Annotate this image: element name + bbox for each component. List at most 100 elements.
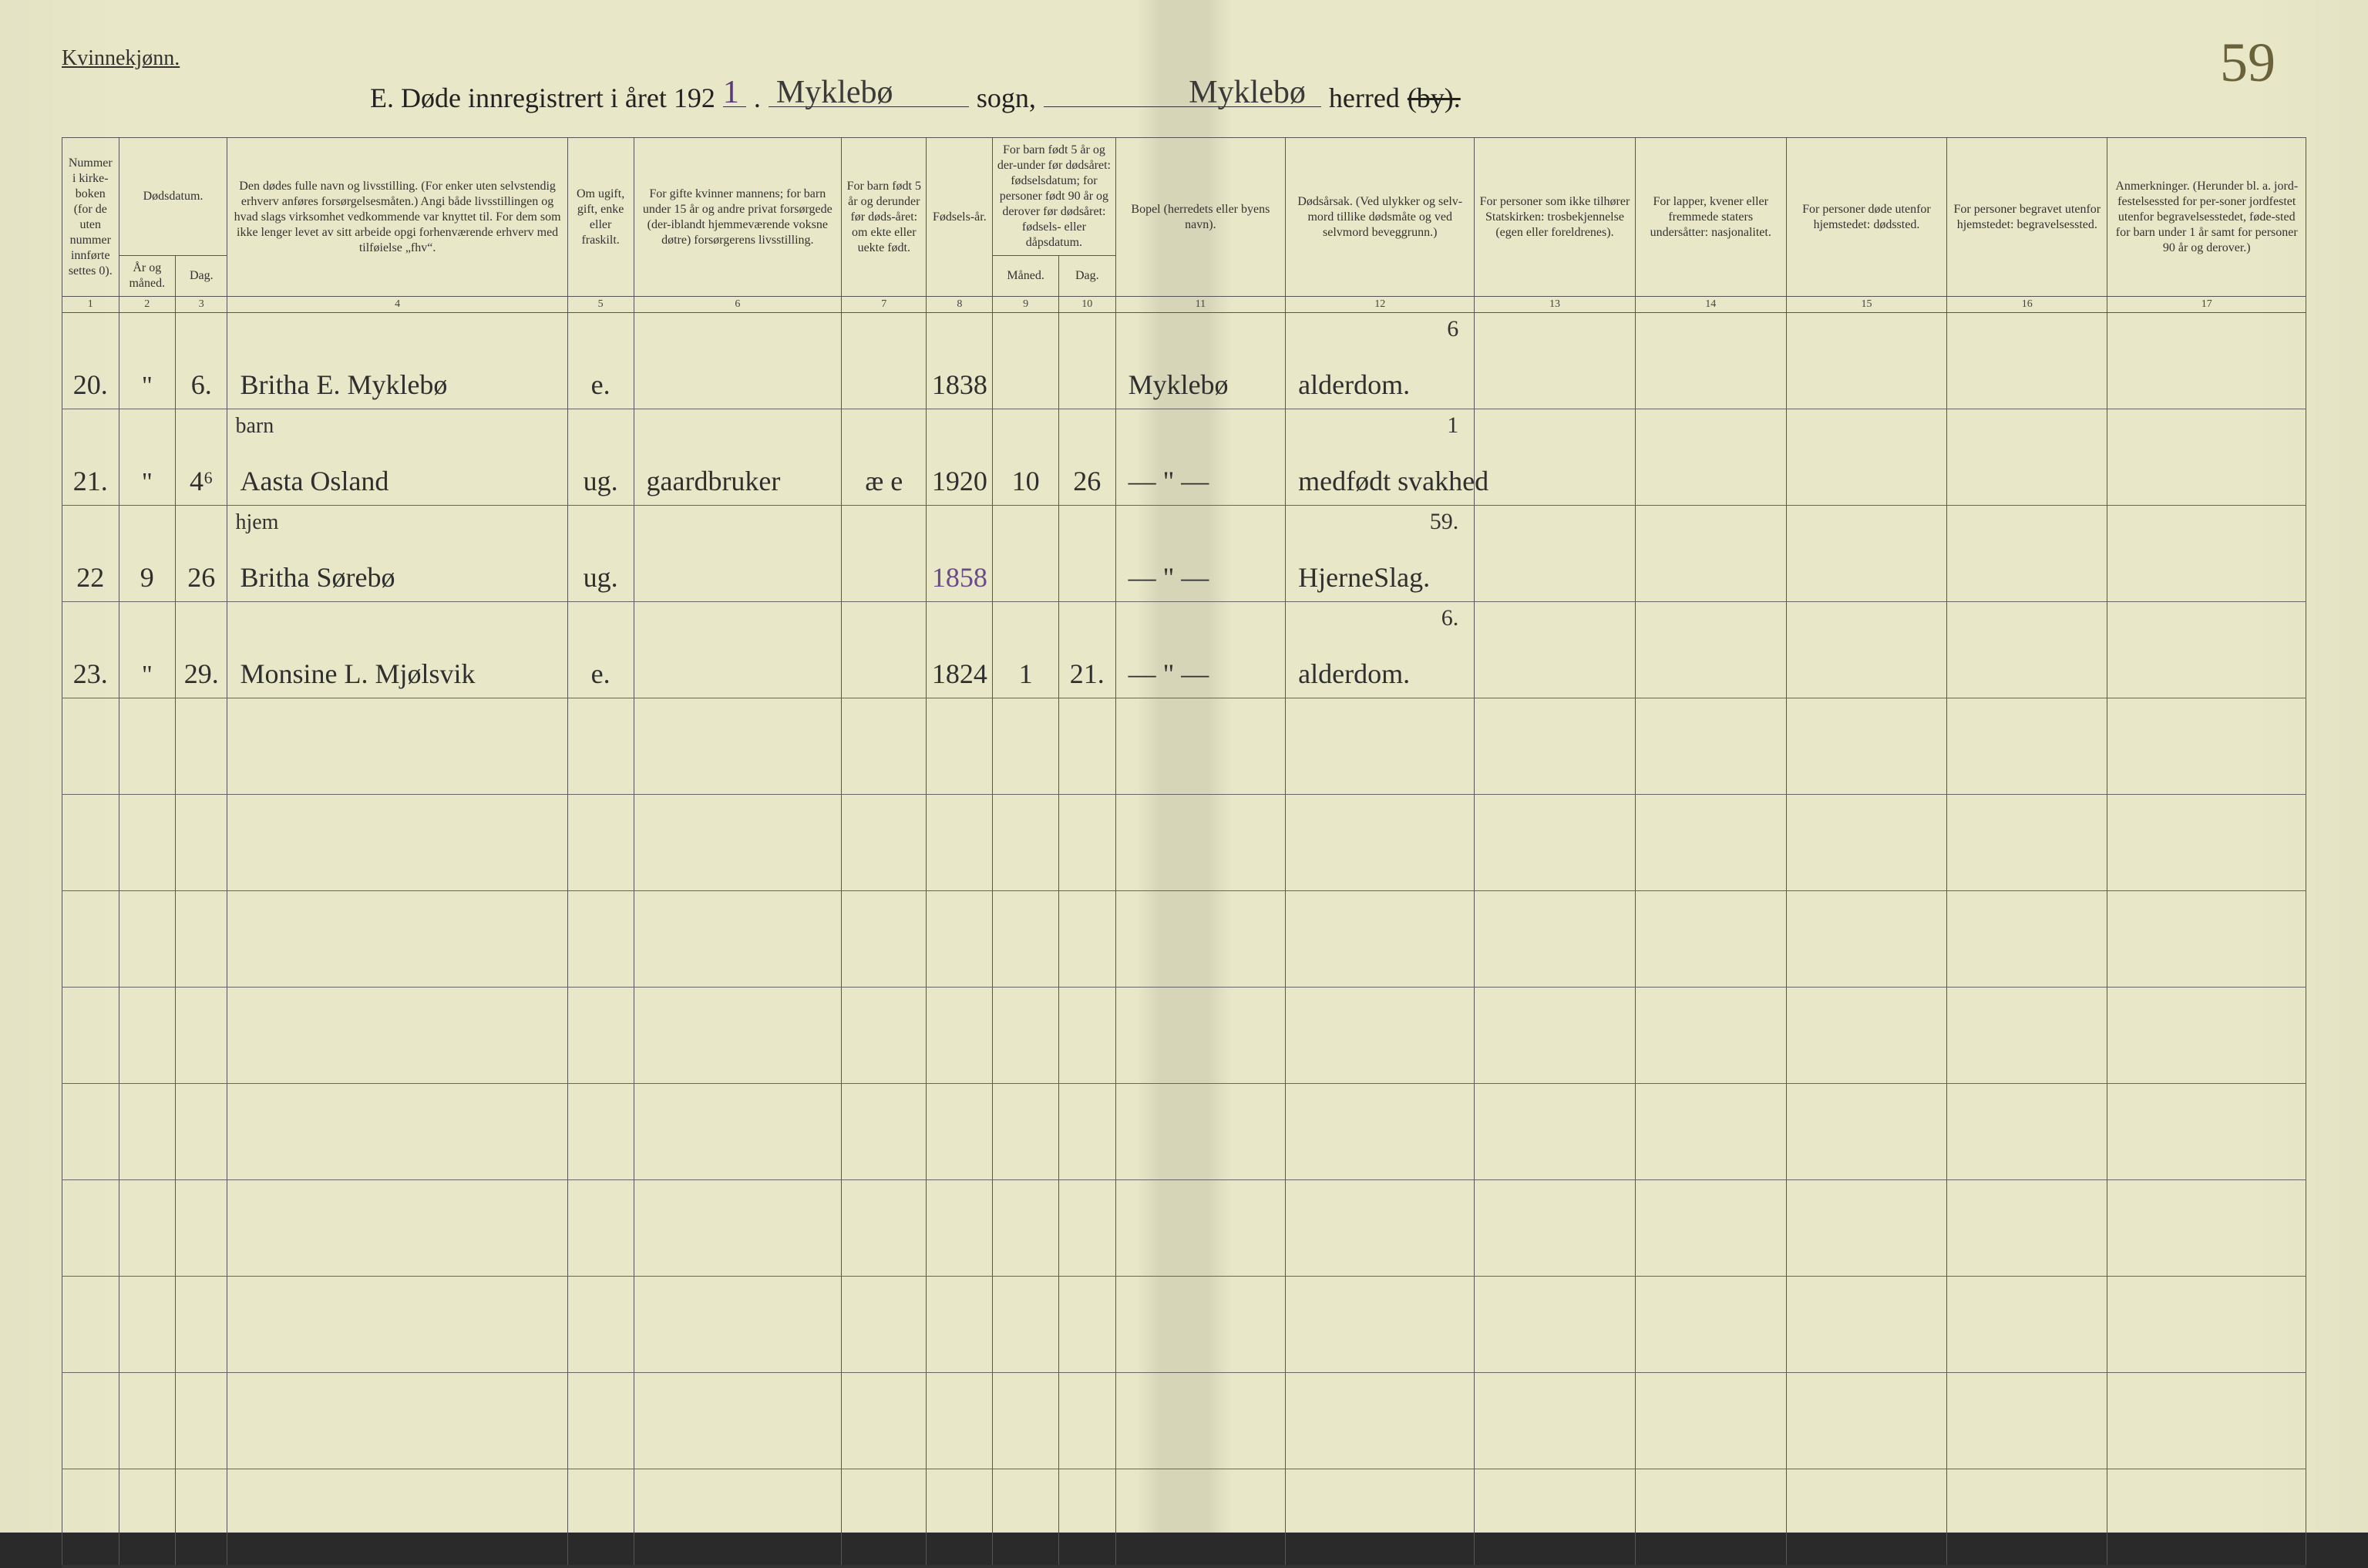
colnum: 10 bbox=[1059, 297, 1116, 313]
cell-empty bbox=[119, 1180, 176, 1277]
col-6-hdr: For gifte kvinner mannens; for barn unde… bbox=[634, 138, 842, 297]
cell-empty bbox=[1947, 891, 2107, 988]
cell-value: alderdom. bbox=[1290, 368, 1469, 401]
cell: — " — bbox=[1115, 409, 1286, 506]
cell: 21. bbox=[62, 409, 119, 506]
cell-empty bbox=[567, 988, 634, 1084]
cell-empty bbox=[119, 1277, 176, 1373]
herred-blank: Myklebø bbox=[1044, 79, 1321, 107]
cell-value: e. bbox=[573, 368, 629, 401]
cell bbox=[2107, 506, 2306, 602]
col-9-hdr: Måned. bbox=[993, 256, 1059, 297]
cell-empty bbox=[227, 1469, 567, 1567]
cell-empty bbox=[1115, 795, 1286, 891]
cell-empty bbox=[1286, 1277, 1475, 1373]
cell bbox=[1475, 602, 1635, 698]
herred-hand: Myklebø bbox=[1189, 74, 1306, 111]
cell-value: 26 bbox=[1064, 465, 1111, 497]
cell-empty bbox=[62, 1084, 119, 1180]
cell: " bbox=[119, 602, 176, 698]
table-row-blank bbox=[62, 1469, 2306, 1567]
cell-empty bbox=[567, 698, 634, 795]
cell-empty bbox=[1286, 795, 1475, 891]
cell: 1838 bbox=[927, 313, 993, 409]
cell bbox=[2107, 602, 2306, 698]
cell-empty bbox=[1286, 1180, 1475, 1277]
cell-empty bbox=[567, 1469, 634, 1567]
col-2-hdr: År og måned. bbox=[119, 256, 176, 297]
cell-empty bbox=[1059, 795, 1116, 891]
colnum: 15 bbox=[1786, 297, 1946, 313]
cell-empty bbox=[993, 988, 1059, 1084]
cell bbox=[1635, 313, 1786, 409]
sogn-hand: Myklebø bbox=[776, 74, 893, 111]
colnum: 11 bbox=[1115, 297, 1286, 313]
cell-empty bbox=[62, 1180, 119, 1277]
col-12-hdr: Dødsårsak. (Ved ulykker og selv-mord til… bbox=[1286, 138, 1475, 297]
cell-value: e. bbox=[573, 658, 629, 690]
colnum: 9 bbox=[993, 297, 1059, 313]
ledger-table: Nummer i kirke-boken (for de uten nummer… bbox=[62, 137, 2306, 1568]
cell: " bbox=[119, 313, 176, 409]
cell-empty bbox=[2107, 988, 2306, 1084]
cell: æ e bbox=[842, 409, 927, 506]
cell-empty bbox=[2107, 1469, 2306, 1567]
cell: — " — bbox=[1115, 506, 1286, 602]
cell-empty bbox=[227, 988, 567, 1084]
cell-value: 29. bbox=[180, 658, 222, 690]
cell-empty bbox=[1786, 1277, 1946, 1373]
cell-empty bbox=[1786, 891, 1946, 988]
cell-empty bbox=[1059, 1469, 1116, 1567]
cell: Britha E. Myklebø bbox=[227, 313, 567, 409]
col-11-hdr: Bopel (herredets eller byens navn). bbox=[1115, 138, 1286, 297]
cell-value: 20. bbox=[67, 368, 114, 401]
cell: 20. bbox=[62, 313, 119, 409]
cell-empty bbox=[176, 795, 227, 891]
cell bbox=[634, 506, 842, 602]
cell-empty bbox=[842, 988, 927, 1084]
cell bbox=[634, 313, 842, 409]
cell-empty bbox=[176, 1084, 227, 1180]
cell bbox=[1475, 409, 1635, 506]
col-5-hdr: Om ugift, gift, enke eller fraskilt. bbox=[567, 138, 634, 297]
cell-value: — " — bbox=[1121, 561, 1281, 594]
cell: 1824 bbox=[927, 602, 993, 698]
title-row: E. Døde innregistrert i året 192 1 . Myk… bbox=[370, 79, 2306, 114]
cell-value: 10 bbox=[997, 465, 1054, 497]
cell: 6. bbox=[176, 313, 227, 409]
cell bbox=[1635, 602, 1786, 698]
cell bbox=[1947, 602, 2107, 698]
cell-empty bbox=[2107, 891, 2306, 988]
cell-empty bbox=[227, 1277, 567, 1373]
cell bbox=[1475, 506, 1635, 602]
cell-empty bbox=[62, 1469, 119, 1567]
cell-value: ug. bbox=[573, 561, 629, 594]
cell-empty bbox=[842, 1373, 927, 1469]
cell: 6 alderdom. bbox=[1286, 313, 1475, 409]
cell-empty bbox=[842, 1084, 927, 1180]
sogn-blank: Myklebø bbox=[769, 79, 969, 107]
cell: e. bbox=[567, 313, 634, 409]
cell-empty bbox=[1635, 698, 1786, 795]
cell bbox=[1947, 313, 2107, 409]
col-15-hdr: For personer døde utenfor hjemstedet: dø… bbox=[1786, 138, 1946, 297]
cell-value: 21. bbox=[1064, 658, 1111, 690]
ledger-body: 20."6.Britha E. Myklebøe.1838Myklebø6ald… bbox=[62, 313, 2306, 1567]
col-3-hdr: Dag. bbox=[176, 256, 227, 297]
cell-empty bbox=[119, 698, 176, 795]
cell-empty bbox=[2107, 698, 2306, 795]
cell-empty bbox=[1115, 1277, 1286, 1373]
cell: barnAasta Osland bbox=[227, 409, 567, 506]
cell bbox=[1786, 602, 1946, 698]
cell-empty bbox=[227, 1180, 567, 1277]
cell-empty bbox=[1286, 1469, 1475, 1567]
cell-empty bbox=[2107, 1180, 2306, 1277]
cell: " bbox=[119, 409, 176, 506]
colnum: 5 bbox=[567, 297, 634, 313]
header-row-1: Nummer i kirke-boken (for de uten nummer… bbox=[62, 138, 2306, 256]
cell bbox=[842, 506, 927, 602]
cell-superscript-right: 6 bbox=[1447, 316, 1458, 342]
cell: 1858 bbox=[927, 506, 993, 602]
cell-value: — " — bbox=[1121, 658, 1281, 690]
cell-empty bbox=[634, 1469, 842, 1567]
